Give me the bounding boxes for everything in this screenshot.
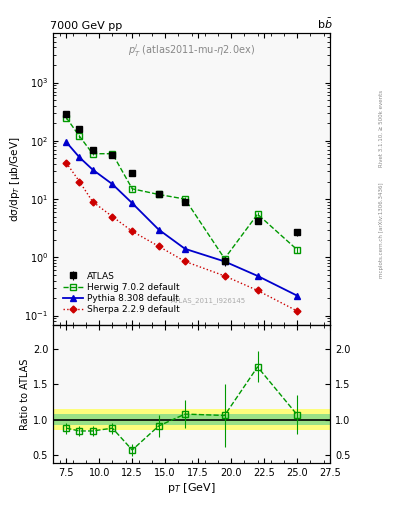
- Pythia 8.308 default: [295, 292, 299, 298]
- Text: mcplots.cern.ch [arXiv:1306.3436]: mcplots.cern.ch [arXiv:1306.3436]: [379, 183, 384, 278]
- Line: Pythia 8.308 default: Pythia 8.308 default: [63, 139, 300, 299]
- Herwig 7.0.2 default: [222, 255, 227, 262]
- Pythia 8.308 default: [222, 259, 227, 265]
- Y-axis label: dσ/dp$_T$ [μb/GeV]: dσ/dp$_T$ [μb/GeV]: [7, 136, 22, 222]
- Bar: [53, 414, 330, 425]
- Sherpa 2.2.9 default: [64, 160, 69, 166]
- Text: 7000 GeV pp: 7000 GeV pp: [50, 21, 123, 31]
- Text: b$\bar{b}$: b$\bar{b}$: [317, 17, 333, 31]
- Pythia 8.308 default: [90, 166, 95, 173]
- Legend: ATLAS, Herwig 7.0.2 default, Pythia 8.308 default, Sherpa 2.2.9 default: ATLAS, Herwig 7.0.2 default, Pythia 8.30…: [63, 271, 179, 314]
- Pythia 8.308 default: [77, 154, 82, 160]
- Text: Rivet 3.1.10, ≥ 500k events: Rivet 3.1.10, ≥ 500k events: [379, 90, 384, 166]
- Pythia 8.308 default: [183, 246, 187, 252]
- Sherpa 2.2.9 default: [130, 228, 134, 234]
- Pythia 8.308 default: [255, 273, 260, 279]
- Sherpa 2.2.9 default: [156, 243, 161, 249]
- Sherpa 2.2.9 default: [77, 179, 82, 185]
- Sherpa 2.2.9 default: [110, 214, 115, 220]
- Sherpa 2.2.9 default: [255, 287, 260, 293]
- Herwig 7.0.2 default: [156, 191, 161, 198]
- Text: $p_T^l$ (atlas2011-mu-$\eta$2.0ex): $p_T^l$ (atlas2011-mu-$\eta$2.0ex): [128, 42, 255, 59]
- Sherpa 2.2.9 default: [183, 259, 187, 265]
- Herwig 7.0.2 default: [64, 115, 69, 121]
- Pythia 8.308 default: [110, 181, 115, 187]
- Text: ATLAS_2011_I926145: ATLAS_2011_I926145: [171, 297, 246, 304]
- X-axis label: p$_T$ [GeV]: p$_T$ [GeV]: [167, 481, 216, 495]
- Herwig 7.0.2 default: [183, 196, 187, 202]
- Line: Sherpa 2.2.9 default: Sherpa 2.2.9 default: [64, 160, 299, 313]
- Herwig 7.0.2 default: [110, 151, 115, 157]
- Pythia 8.308 default: [64, 139, 69, 145]
- Line: Herwig 7.0.2 default: Herwig 7.0.2 default: [63, 115, 300, 262]
- Sherpa 2.2.9 default: [295, 308, 299, 314]
- Herwig 7.0.2 default: [90, 151, 95, 157]
- Herwig 7.0.2 default: [255, 211, 260, 217]
- Sherpa 2.2.9 default: [222, 273, 227, 279]
- Sherpa 2.2.9 default: [90, 199, 95, 205]
- Herwig 7.0.2 default: [77, 133, 82, 139]
- Herwig 7.0.2 default: [130, 186, 134, 192]
- Pythia 8.308 default: [156, 226, 161, 232]
- Herwig 7.0.2 default: [295, 247, 299, 253]
- Pythia 8.308 default: [130, 200, 134, 206]
- Bar: [53, 409, 330, 430]
- Y-axis label: Ratio to ATLAS: Ratio to ATLAS: [20, 358, 30, 430]
